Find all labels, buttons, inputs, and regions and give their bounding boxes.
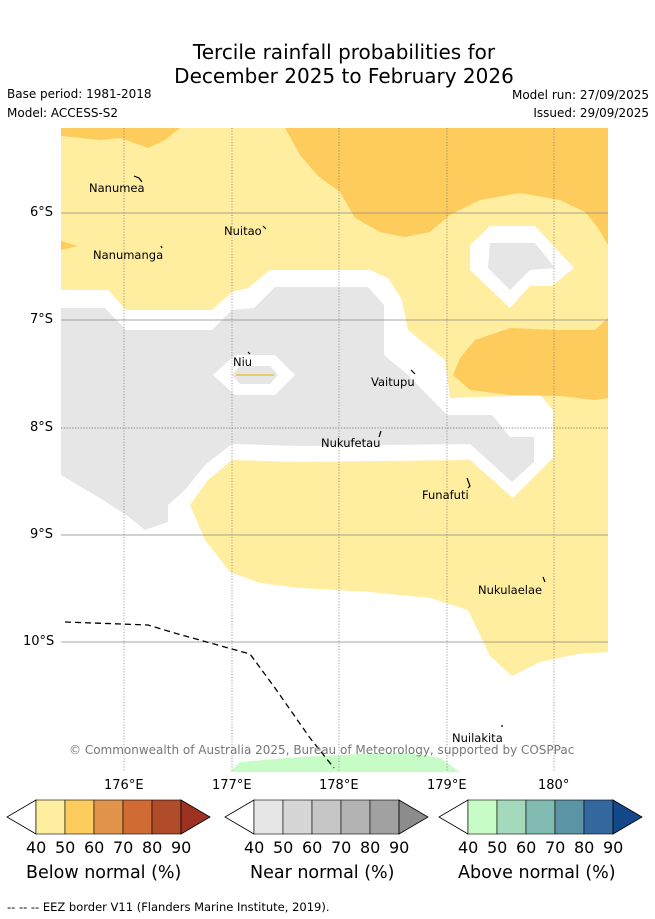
place-label-nanumea: Nanumea	[89, 181, 145, 195]
below-colorbar-tick-label: 40	[26, 838, 47, 857]
above-colorbar-high-extension	[612, 799, 643, 835]
above-colorbar-tick-label: 70	[545, 838, 566, 857]
above-colorbar-tick-label: 40	[458, 838, 479, 857]
place-label-nanumanga: Nanumanga	[93, 248, 164, 262]
below-colorbar-segment	[93, 799, 124, 835]
near-normal-40-region-main	[61, 287, 534, 530]
near-colorbar-tick-label: 70	[331, 838, 352, 857]
below-normal-title: Below normal (%)	[26, 863, 182, 883]
issued-date: Issued: 29/09/2025	[533, 106, 649, 120]
near-colorbar-segment	[369, 799, 400, 835]
lon-label-180: 180°	[538, 778, 570, 793]
lat-grid-lines	[61, 212, 608, 643]
lat-label-8s: 8°S	[30, 420, 54, 435]
place-label-funafuti: Funafuti	[422, 488, 469, 502]
legend-colorbars	[6, 799, 643, 835]
model-run: Model run: 27/09/2025	[511, 88, 649, 102]
lon-label-178e: 178°E	[319, 778, 359, 793]
above-normal-title: Above normal (%)	[458, 863, 616, 883]
place-label-niu: Niu	[233, 355, 253, 369]
near-colorbar-tick-label: 80	[360, 838, 381, 857]
near-colorbar-segment	[282, 799, 313, 835]
lon-label-179e: 179°E	[427, 778, 467, 793]
below-colorbar-tick-label: 90	[171, 838, 192, 857]
above-colorbar-low-extension	[438, 799, 469, 835]
place-label-nukufetau: Nukufetau	[321, 436, 381, 450]
place-label-vaitupu: Vaitupu	[371, 375, 415, 389]
below-colorbar-tick-label: 50	[55, 838, 76, 857]
near-colorbar-tick-label: 50	[273, 838, 294, 857]
below-normal-colorbar	[6, 799, 211, 835]
near-colorbar-tick-label: 60	[302, 838, 323, 857]
below-colorbar-segment	[35, 799, 66, 835]
below-colorbar-high-extension	[180, 799, 211, 835]
above-colorbar-segment	[467, 799, 498, 835]
lat-label-7s: 7°S	[30, 312, 54, 327]
place-label-nukulaelae: Nukulaelae	[478, 583, 543, 597]
base-period: Base period: 1981-2018	[7, 87, 152, 101]
below-colorbar-segment	[122, 799, 153, 835]
grid-lines	[123, 128, 555, 772]
lon-label-177e: 177°E	[212, 778, 252, 793]
below-colorbar-segment	[151, 799, 182, 835]
near-colorbar-tick-label: 40	[244, 838, 265, 857]
near-normal-title: Near normal (%)	[250, 863, 395, 883]
near-normal-colorbar	[224, 799, 429, 835]
eez-border-line	[64, 621, 335, 769]
below-colorbar-tick-label: 70	[113, 838, 134, 857]
below-normal-50-region-west-sliver	[61, 241, 78, 250]
lat-label-9s: 9°S	[30, 527, 54, 542]
below-colorbar-low-extension	[6, 799, 37, 835]
title-line-2: December 2025 to February 2026	[174, 64, 514, 88]
near-colorbar-segment	[340, 799, 371, 835]
near-colorbar-high-extension	[398, 799, 429, 835]
copyright-notice: © Commonwealth of Australia 2025, Bureau…	[69, 743, 575, 757]
above-colorbar-segment	[554, 799, 585, 835]
above-colorbar-tick-label: 60	[516, 838, 537, 857]
above-colorbar-segment	[525, 799, 556, 835]
title-line-1: Tercile rainfall probabilities for	[192, 40, 496, 64]
lon-label-176e: 176°E	[104, 778, 144, 793]
model-name: Model: ACCESS-S2	[7, 106, 119, 120]
near-colorbar-segment	[311, 799, 342, 835]
above-colorbar-tick-label: 50	[487, 838, 508, 857]
above-normal-40-region	[230, 753, 460, 772]
map-title: Tercile rainfall probabilities for Decem…	[0, 40, 655, 88]
below-colorbar-tick-label: 60	[84, 838, 105, 857]
place-label-nuitao: Nuitao	[224, 224, 262, 238]
eez-footnote: -- -- -- EEZ border V11 (Flanders Marine…	[7, 900, 330, 914]
below-colorbar-tick-label: 80	[142, 838, 163, 857]
below-normal-50-region-northeast	[285, 128, 608, 245]
above-colorbar-tick-label: 80	[574, 838, 595, 857]
above-normal-colorbar	[438, 799, 643, 835]
island-marks	[133, 175, 546, 727]
near-colorbar-low-extension	[224, 799, 255, 835]
near-colorbar-segment	[253, 799, 284, 835]
place-label-nuilakita: Nuilakita	[452, 731, 503, 745]
above-colorbar-tick-label: 90	[603, 838, 624, 857]
above-colorbar-segment	[583, 799, 614, 835]
below-normal-50-region-northwest	[61, 128, 180, 148]
above-colorbar-segment	[496, 799, 527, 835]
near-normal-40-region-east	[488, 243, 555, 290]
lat-label-6s: 6°S	[30, 205, 54, 220]
near-colorbar-tick-label: 90	[389, 838, 410, 857]
below-colorbar-segment	[64, 799, 95, 835]
lat-label-10s: 10°S	[23, 634, 55, 649]
below-normal-50-region-east	[453, 318, 608, 400]
